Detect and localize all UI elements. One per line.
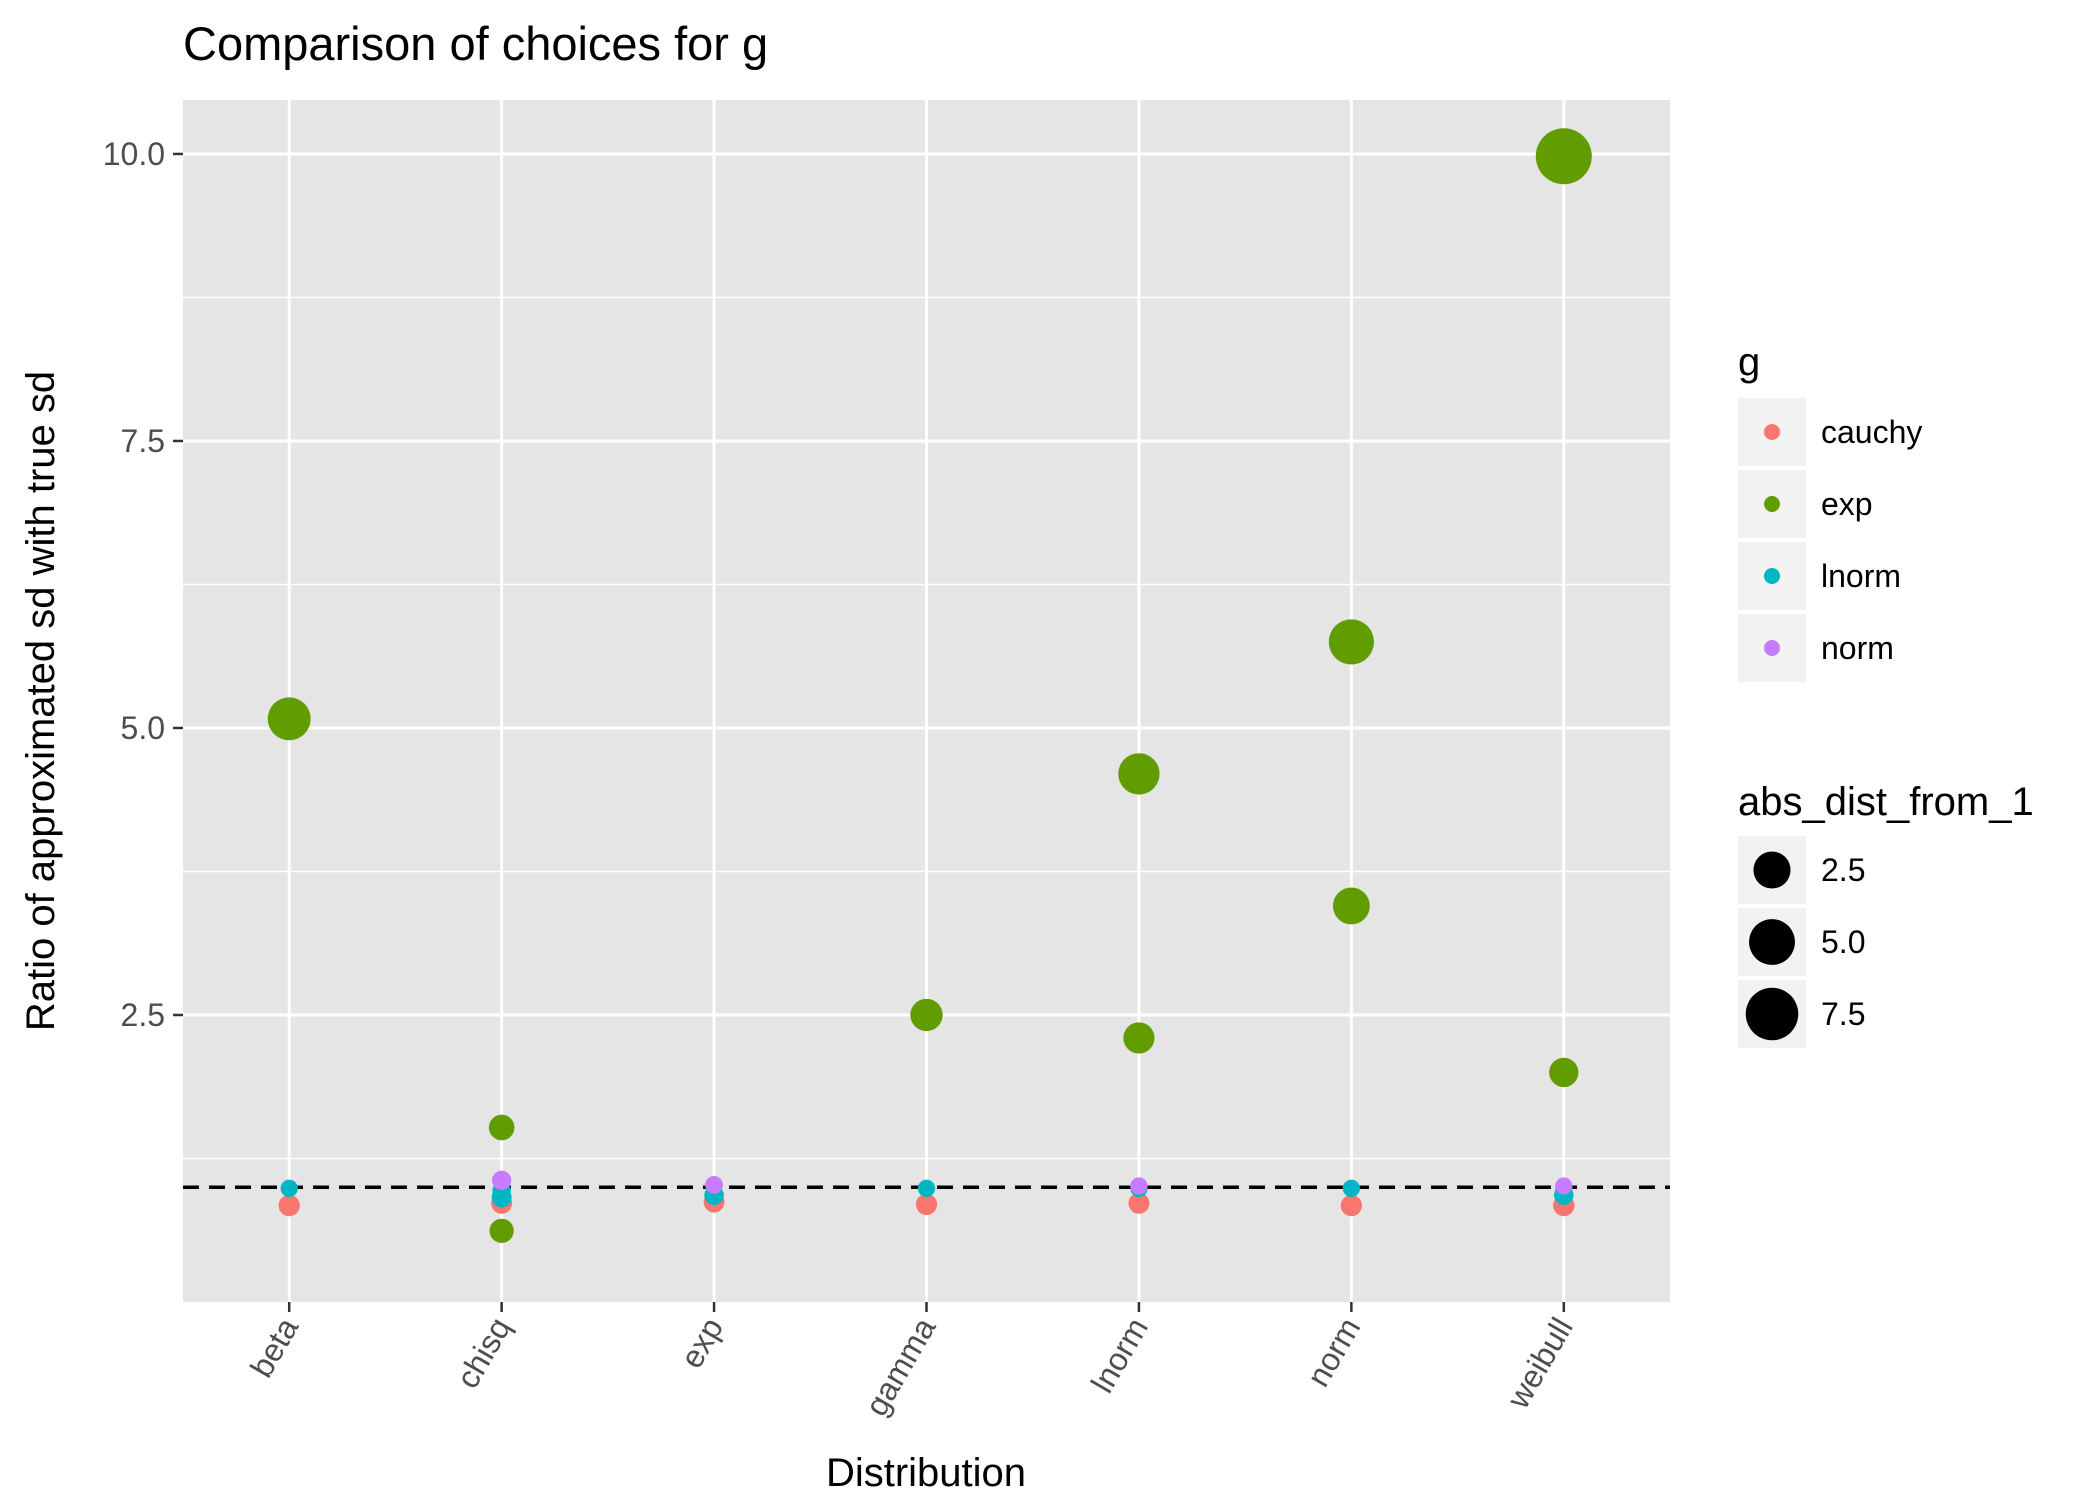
legend-color-title: g: [1738, 340, 1760, 384]
grid-lines: [183, 100, 1670, 1302]
point-exp-gamma: [910, 998, 943, 1032]
point-exp-weibull: [1549, 1057, 1579, 1088]
y-tick-label: 7.5: [121, 423, 165, 459]
legend-label-exp: exp: [1821, 486, 1873, 522]
point-exp-norm: [1332, 887, 1370, 925]
legend-label-cauchy: cauchy: [1821, 414, 1922, 450]
legend-swatch-exp: [1764, 496, 1780, 512]
point-lnorm-beta: [280, 1179, 298, 1198]
y-axis: 2.5 5.0 7.5 10.0: [103, 136, 183, 1033]
point-exp-beta: [267, 697, 311, 741]
legend-swatch-lnorm: [1764, 568, 1780, 584]
legend-label-lnorm: lnorm: [1821, 558, 1901, 594]
point-norm-chisq: [492, 1170, 512, 1190]
x-tick-label: norm: [1300, 1312, 1368, 1393]
point-exp-chisq: [488, 1114, 515, 1141]
point-norm-lnorm: [1130, 1177, 1148, 1195]
legend-swatch-cauchy: [1764, 424, 1780, 440]
point-exp-weibull: [1535, 128, 1592, 185]
point-cauchy-lnorm: [1128, 1192, 1150, 1214]
legend-swatch-norm: [1764, 640, 1780, 656]
point-norm-exp: [705, 1175, 724, 1194]
point-cauchy-gamma: [915, 1193, 938, 1216]
point-cauchy-beta: [278, 1194, 300, 1217]
legend-label-norm: norm: [1821, 630, 1894, 666]
point-cauchy-norm: [1340, 1194, 1363, 1217]
x-tick-label: gamma: [858, 1311, 943, 1422]
x-tick-label: exp: [673, 1312, 730, 1375]
legend: g cauchy exp lnorm norm abs_dist_from_1 2.5 5.0…: [1738, 340, 2034, 1048]
point-lnorm-gamma: [917, 1179, 936, 1198]
x-axis-title: Distribution: [826, 1451, 1026, 1495]
point-exp-lnorm: [1118, 753, 1160, 795]
legend-size-title: abs_dist_from_1: [1738, 780, 2034, 824]
y-tick-label: 10.0: [103, 136, 165, 172]
legend-size-swatch: [1753, 851, 1791, 889]
legend-size-swatch: [1749, 919, 1795, 965]
legend-size-label: 7.5: [1821, 996, 1865, 1032]
point-norm-weibull: [1555, 1177, 1573, 1195]
x-axis: beta chisq exp gamma lnorm norm weibull: [243, 1302, 1580, 1422]
x-tick-label: chisq: [449, 1312, 518, 1395]
y-tick-label: 2.5: [121, 997, 165, 1033]
point-exp-norm: [1328, 619, 1374, 665]
x-tick-label: beta: [243, 1311, 305, 1383]
legend-size-label: 5.0: [1821, 924, 1865, 960]
x-tick-label: lnorm: [1084, 1312, 1155, 1399]
point-lnorm-norm: [1342, 1179, 1361, 1198]
y-tick-label: 5.0: [121, 710, 165, 746]
point-lnorm-chisq: [491, 1187, 512, 1208]
data-points: [267, 128, 1592, 1243]
chart-title: Comparison of choices for g: [183, 17, 768, 70]
point-exp-lnorm: [1123, 1022, 1155, 1054]
x-tick-label: weibull: [1499, 1312, 1580, 1416]
point-exp-chisq: [489, 1218, 514, 1243]
legend-size-swatch: [1745, 987, 1799, 1041]
legend-size-label: 2.5: [1821, 852, 1865, 888]
y-axis-title: Ratio of approximated sd with true sd: [19, 371, 63, 1031]
